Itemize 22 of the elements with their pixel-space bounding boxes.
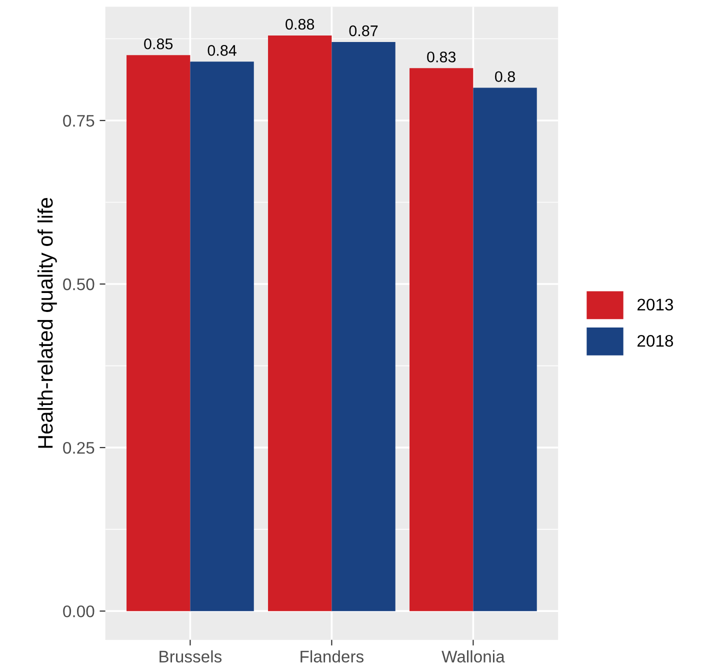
legend-label: 2018: [638, 334, 674, 347]
y-tick-label: 0.50: [63, 278, 94, 290]
data-label: 0.87: [349, 25, 378, 36]
data-label: 0.84: [208, 45, 236, 56]
y-tick-label: 0.75: [63, 114, 94, 127]
data-label: 0.88: [286, 18, 314, 30]
x-tick-label: Flanders: [300, 650, 364, 663]
legend-label: 2013: [638, 298, 674, 311]
bar: [332, 42, 396, 612]
data-label: 0.8: [495, 71, 515, 82]
data-label: 0.85: [144, 38, 173, 50]
y-tick-label: 0.00: [63, 605, 94, 618]
bar: [190, 62, 254, 612]
bar: [473, 88, 537, 612]
data-label: 0.83: [427, 52, 456, 62]
x-tick-label: Wallonia: [442, 650, 505, 663]
y-tick-label: 0.25: [63, 442, 94, 454]
bar: [410, 68, 474, 612]
x-tick-label: Brussels: [160, 650, 222, 663]
bar: [126, 55, 190, 612]
bar: [268, 35, 332, 612]
y-axis-title: Health-related quality of life: [37, 198, 57, 448]
